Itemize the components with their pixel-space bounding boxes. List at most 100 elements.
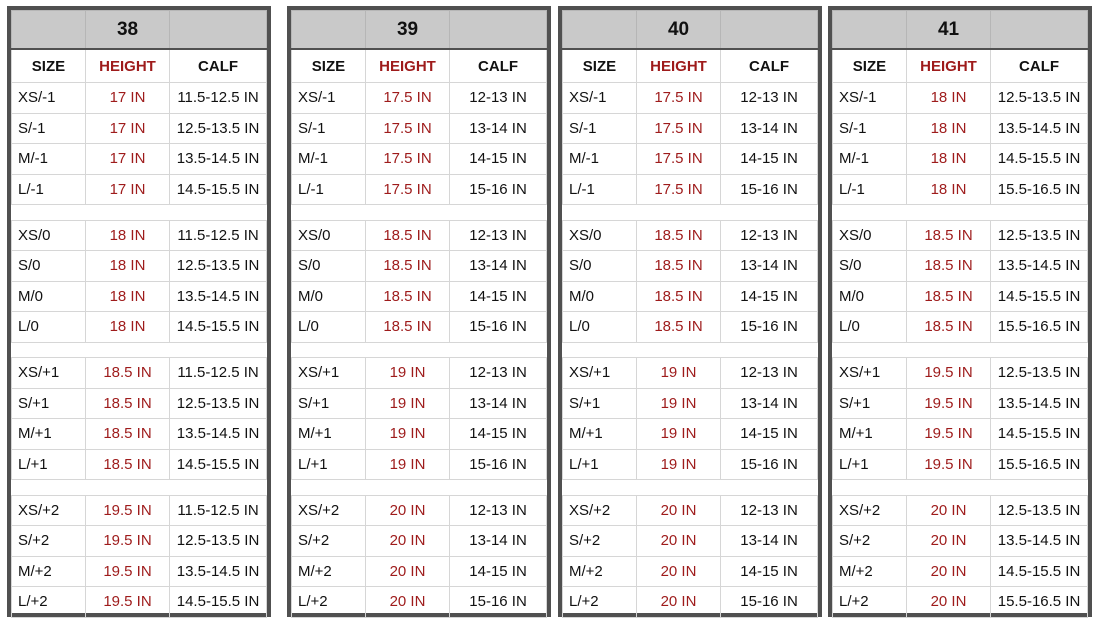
table-row: M/0 18.5 IN 14-15 IN — [562, 280, 818, 312]
calf-cell: 12.5-13.5 IN — [990, 494, 1088, 526]
size-cell: L/+1 — [562, 448, 637, 480]
calf-cell: 15.5-16.5 IN — [990, 586, 1088, 618]
spacer-cell — [11, 341, 86, 358]
table-row: S/+1 19 IN 13-14 IN — [291, 387, 547, 419]
size-cell: S/0 — [11, 250, 86, 282]
size-cell: M/+1 — [291, 418, 366, 450]
height-cell: 19.5 IN — [84, 525, 171, 557]
spacer-cell — [990, 341, 1088, 358]
table-row: L/0 18.5 IN 15.5-16.5 IN — [832, 311, 1088, 343]
height-cell: 19 IN — [635, 418, 722, 450]
size-cell: M/0 — [562, 280, 637, 312]
spacer-cell — [906, 479, 991, 496]
group-spacer — [11, 341, 267, 358]
chart-title-row: 38 — [11, 10, 267, 50]
size-cell: S/-1 — [562, 112, 637, 144]
table-row: S/+2 20 IN 13-14 IN — [291, 525, 547, 557]
spacer-cell — [832, 204, 907, 221]
size-cell: XS/0 — [832, 219, 907, 251]
size-cell: M/0 — [11, 280, 86, 312]
size-cell: XS/-1 — [832, 82, 907, 114]
chart-title-row: 40 — [562, 10, 818, 50]
height-cell: 17.5 IN — [364, 173, 451, 205]
calf-cell: 12-13 IN — [449, 219, 547, 251]
table-row: L/0 18 IN 14.5-15.5 IN — [11, 311, 267, 343]
table-row: S/+2 19.5 IN 12.5-13.5 IN — [11, 525, 267, 557]
size-cell: L/-1 — [291, 173, 366, 205]
table-row: M/0 18 IN 13.5-14.5 IN — [11, 280, 267, 312]
table-row: XS/0 18.5 IN 12-13 IN — [562, 219, 818, 251]
height-cell: 20 IN — [635, 494, 722, 526]
size-cell: M/+1 — [832, 418, 907, 450]
table-row: L/+1 19 IN 15-16 IN — [562, 448, 818, 480]
size-cell: S/-1 — [832, 112, 907, 144]
group-spacer — [11, 204, 267, 221]
calf-cell: 12.5-13.5 IN — [990, 357, 1088, 389]
group-spacer — [291, 479, 547, 496]
height-cell: 20 IN — [635, 555, 722, 587]
height-cell: 18.5 IN — [84, 357, 171, 389]
size-cell: XS/+1 — [291, 357, 366, 389]
height-cell: 18.5 IN — [364, 280, 451, 312]
table-row: L/0 18.5 IN 15-16 IN — [562, 311, 818, 343]
calf-cell: 12-13 IN — [449, 357, 547, 389]
calf-cell: 14.5-15.5 IN — [990, 143, 1088, 175]
calf-cell: 12.5-13.5 IN — [169, 387, 267, 419]
table-row: XS/+1 19 IN 12-13 IN — [291, 357, 547, 389]
calf-cell: 13.5-14.5 IN — [990, 250, 1088, 282]
spacer-cell — [85, 479, 170, 496]
size-cell: XS/0 — [562, 219, 637, 251]
title-spacer — [449, 10, 547, 50]
table-row: M/+2 20 IN 14-15 IN — [291, 555, 547, 587]
chart-title-row: 39 — [291, 10, 547, 50]
group-spacer — [832, 479, 1088, 496]
height-cell: 19.5 IN — [84, 555, 171, 587]
spacer-cell — [636, 479, 721, 496]
height-cell: 18.5 IN — [84, 418, 171, 450]
table-row: S/-1 18 IN 13.5-14.5 IN — [832, 112, 1088, 144]
size-cell: M/+2 — [832, 555, 907, 587]
height-cell: 17.5 IN — [635, 143, 722, 175]
table-row: M/-1 17.5 IN 14-15 IN — [291, 143, 547, 175]
size-cell: L/+2 — [832, 586, 907, 618]
size-cell: L/-1 — [832, 173, 907, 205]
table-row: M/+2 19.5 IN 13.5-14.5 IN — [11, 555, 267, 587]
calf-cell: 14-15 IN — [449, 418, 547, 450]
calf-cell: 14-15 IN — [449, 280, 547, 312]
calf-cell: 14.5-15.5 IN — [990, 280, 1088, 312]
chart-title: 41 — [905, 10, 992, 50]
height-cell: 20 IN — [905, 525, 992, 557]
column-header-row: SIZE HEIGHT CALF — [291, 48, 547, 83]
calf-cell: 12.5-13.5 IN — [990, 82, 1088, 114]
group-spacer — [832, 341, 1088, 358]
table-row: S/0 18 IN 12.5-13.5 IN — [11, 250, 267, 282]
size-cell: L/0 — [832, 311, 907, 343]
table-row: S/-1 17 IN 12.5-13.5 IN — [11, 112, 267, 144]
size-cell: M/-1 — [291, 143, 366, 175]
height-cell: 19 IN — [364, 357, 451, 389]
height-cell: 19.5 IN — [905, 448, 992, 480]
calf-cell: 15-16 IN — [449, 448, 547, 480]
size-cell: M/+2 — [562, 555, 637, 587]
height-cell: 20 IN — [635, 586, 722, 618]
calf-cell: 12.5-13.5 IN — [169, 112, 267, 144]
table-row: L/+1 18.5 IN 14.5-15.5 IN — [11, 448, 267, 480]
size-column-header: SIZE — [291, 48, 366, 83]
calf-cell: 13-14 IN — [449, 112, 547, 144]
table-row: S/+2 20 IN 13-14 IN — [562, 525, 818, 557]
table-row: XS/+2 20 IN 12.5-13.5 IN — [832, 494, 1088, 526]
title-spacer — [990, 10, 1088, 50]
title-spacer — [720, 10, 818, 50]
spacer-cell — [365, 204, 450, 221]
height-cell: 17 IN — [84, 112, 171, 144]
calf-column-header: CALF — [720, 48, 818, 83]
size-table: 40 SIZE HEIGHT CALF XS/-1 17.5 IN 12-13 IN S/-1… — [562, 10, 818, 618]
height-column-header: HEIGHT — [364, 48, 451, 83]
table-row: M/+1 19.5 IN 14.5-15.5 IN — [832, 418, 1088, 450]
height-cell: 17 IN — [84, 82, 171, 114]
height-cell: 18 IN — [84, 280, 171, 312]
height-cell: 18 IN — [905, 143, 992, 175]
spacer-cell — [291, 341, 366, 358]
table-row: XS/-1 17.5 IN 12-13 IN — [562, 82, 818, 114]
height-column-header: HEIGHT — [905, 48, 992, 83]
